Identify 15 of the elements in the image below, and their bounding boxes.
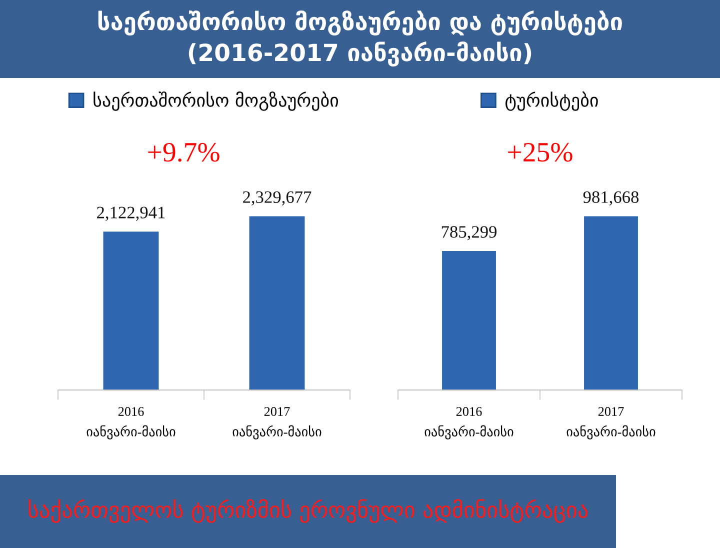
data-label: 2,122,941 (97, 206, 165, 221)
text: +25% (508, 142, 572, 162)
text: +9.7% (148, 142, 220, 162)
chart-subtitle: (2016-2017 იანვარი-მაისი) (188, 41, 532, 67)
data-label: 981,668 (583, 191, 639, 206)
x-tick-label: 2016 იანვარი-მაისი (424, 407, 514, 440)
chart-title: საერთაშორისო მოგზაურები და ტურისტები (98, 10, 622, 36)
x-tick-label: 2017 იანვარი-მაისი (232, 407, 322, 440)
legend-label: ტურისტები (505, 91, 598, 111)
text: საქართველოს ტურიზმის ეროვნული ადმინისტრაცია (28, 499, 588, 523)
x-tick-label: 2016 იანვარი-მაისი (86, 407, 176, 440)
data-label: 785,299 (442, 226, 496, 240)
data-label: 2,329,677 (243, 191, 312, 206)
x-tick-label: 2017 იანვარი-მაისი (566, 407, 656, 440)
legend-label: საერთაშორისო მოგზაურები (94, 91, 338, 111)
